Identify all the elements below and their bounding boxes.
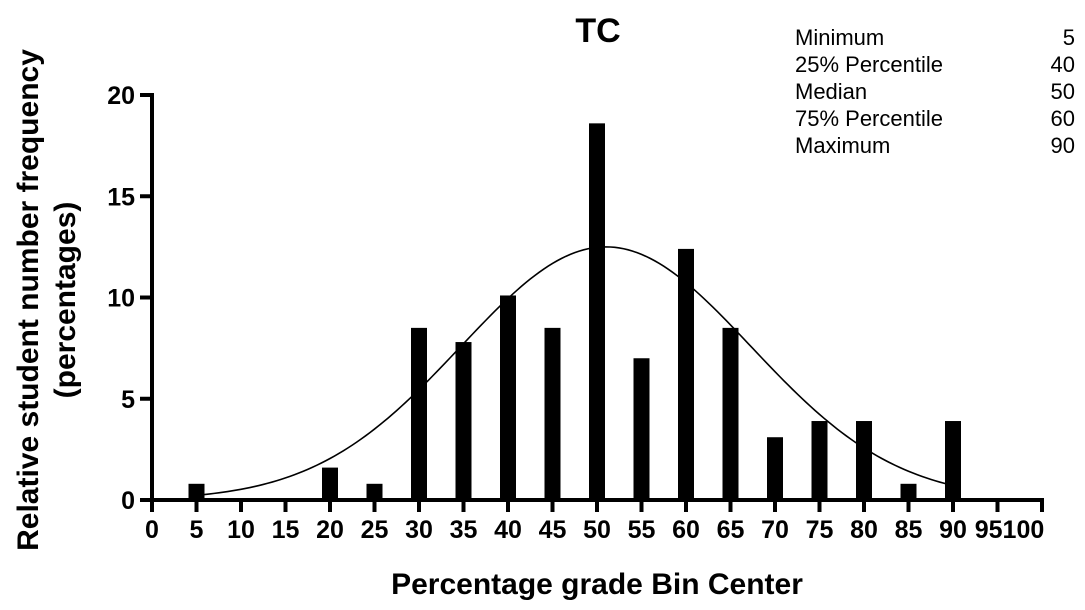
y-axis-title-line1: Relative student number frequency (12, 49, 45, 551)
stat-value: 90 (1051, 133, 1075, 158)
axes-layer: 0 5 10 15 20 0 5 10 15 20 25 30 35 40 45 50 55 60 65 70 75 80… (107, 82, 1044, 544)
bar-60 (678, 248, 694, 500)
x-tick-label-30: 30 (405, 516, 433, 544)
y-tick-label-20: 20 (107, 82, 135, 110)
x-tick-label-85: 85 (895, 516, 923, 544)
x-tick-label-10: 10 (227, 516, 255, 544)
stat-label: Minimum (795, 25, 884, 50)
x-tick-label-50: 50 (583, 516, 611, 544)
bar-80 (856, 421, 872, 500)
x-tick-label-65: 65 (717, 516, 745, 544)
bars-layer (188, 123, 961, 500)
gaussian-fit-curve (196, 246, 954, 497)
chart-title: TC (575, 12, 620, 50)
x-tick-label-90: 90 (939, 516, 967, 544)
bar-35 (455, 342, 472, 500)
bar-85 (900, 483, 917, 500)
bar-30 (411, 327, 427, 500)
bar-45 (544, 327, 561, 500)
x-tick-label-80: 80 (850, 516, 878, 544)
bar-40 (500, 295, 516, 500)
stat-label: Median (795, 79, 867, 104)
bar-90 (945, 421, 961, 500)
y-tick-label-10: 10 (107, 285, 135, 313)
x-tick-label-60: 60 (672, 516, 700, 544)
x-tick-label-45: 45 (539, 516, 567, 544)
y-tick-label-0: 0 (121, 487, 135, 515)
y-tick-label-5: 5 (121, 386, 135, 414)
y-axis-title-line2: (percentages) (49, 202, 82, 399)
bar-50 (589, 123, 605, 500)
stat-label: Maximum (795, 133, 890, 158)
x-tick-label-0: 0 (145, 516, 159, 544)
bar-20 (322, 467, 338, 500)
bar-75 (811, 421, 828, 500)
x-tick-label-20: 20 (316, 516, 344, 544)
stat-value: 60 (1051, 106, 1075, 131)
x-tick-label-75: 75 (806, 516, 834, 544)
stat-value: 5 (1063, 25, 1075, 50)
bar-55 (633, 358, 650, 500)
x-tick-label-25: 25 (361, 516, 389, 544)
x-tick-label-15: 15 (272, 516, 300, 544)
stats-table: Minimum 5 25% Percentile 40 Median 50 75% Perc… (795, 25, 1075, 158)
x-axis-title: Percentage grade Bin Center (391, 568, 803, 601)
stat-label: 25% Percentile (795, 52, 943, 77)
x-tick-label-35: 35 (450, 516, 478, 544)
bar-25 (366, 483, 383, 500)
stat-value: 40 (1051, 52, 1075, 77)
y-tick-label-15: 15 (107, 183, 135, 211)
bar-70 (767, 437, 783, 500)
x-tick-label-95: 95100 (975, 516, 1045, 544)
stat-label: 75% Percentile (795, 106, 943, 131)
x-tick-label-5: 5 (190, 516, 204, 544)
stat-value: 50 (1051, 79, 1075, 104)
x-tick-label-40: 40 (494, 516, 522, 544)
x-tick-label-55: 55 (628, 516, 656, 544)
x-tick-label-70: 70 (761, 516, 789, 544)
bar-65 (722, 327, 739, 500)
bar-5 (188, 483, 205, 500)
